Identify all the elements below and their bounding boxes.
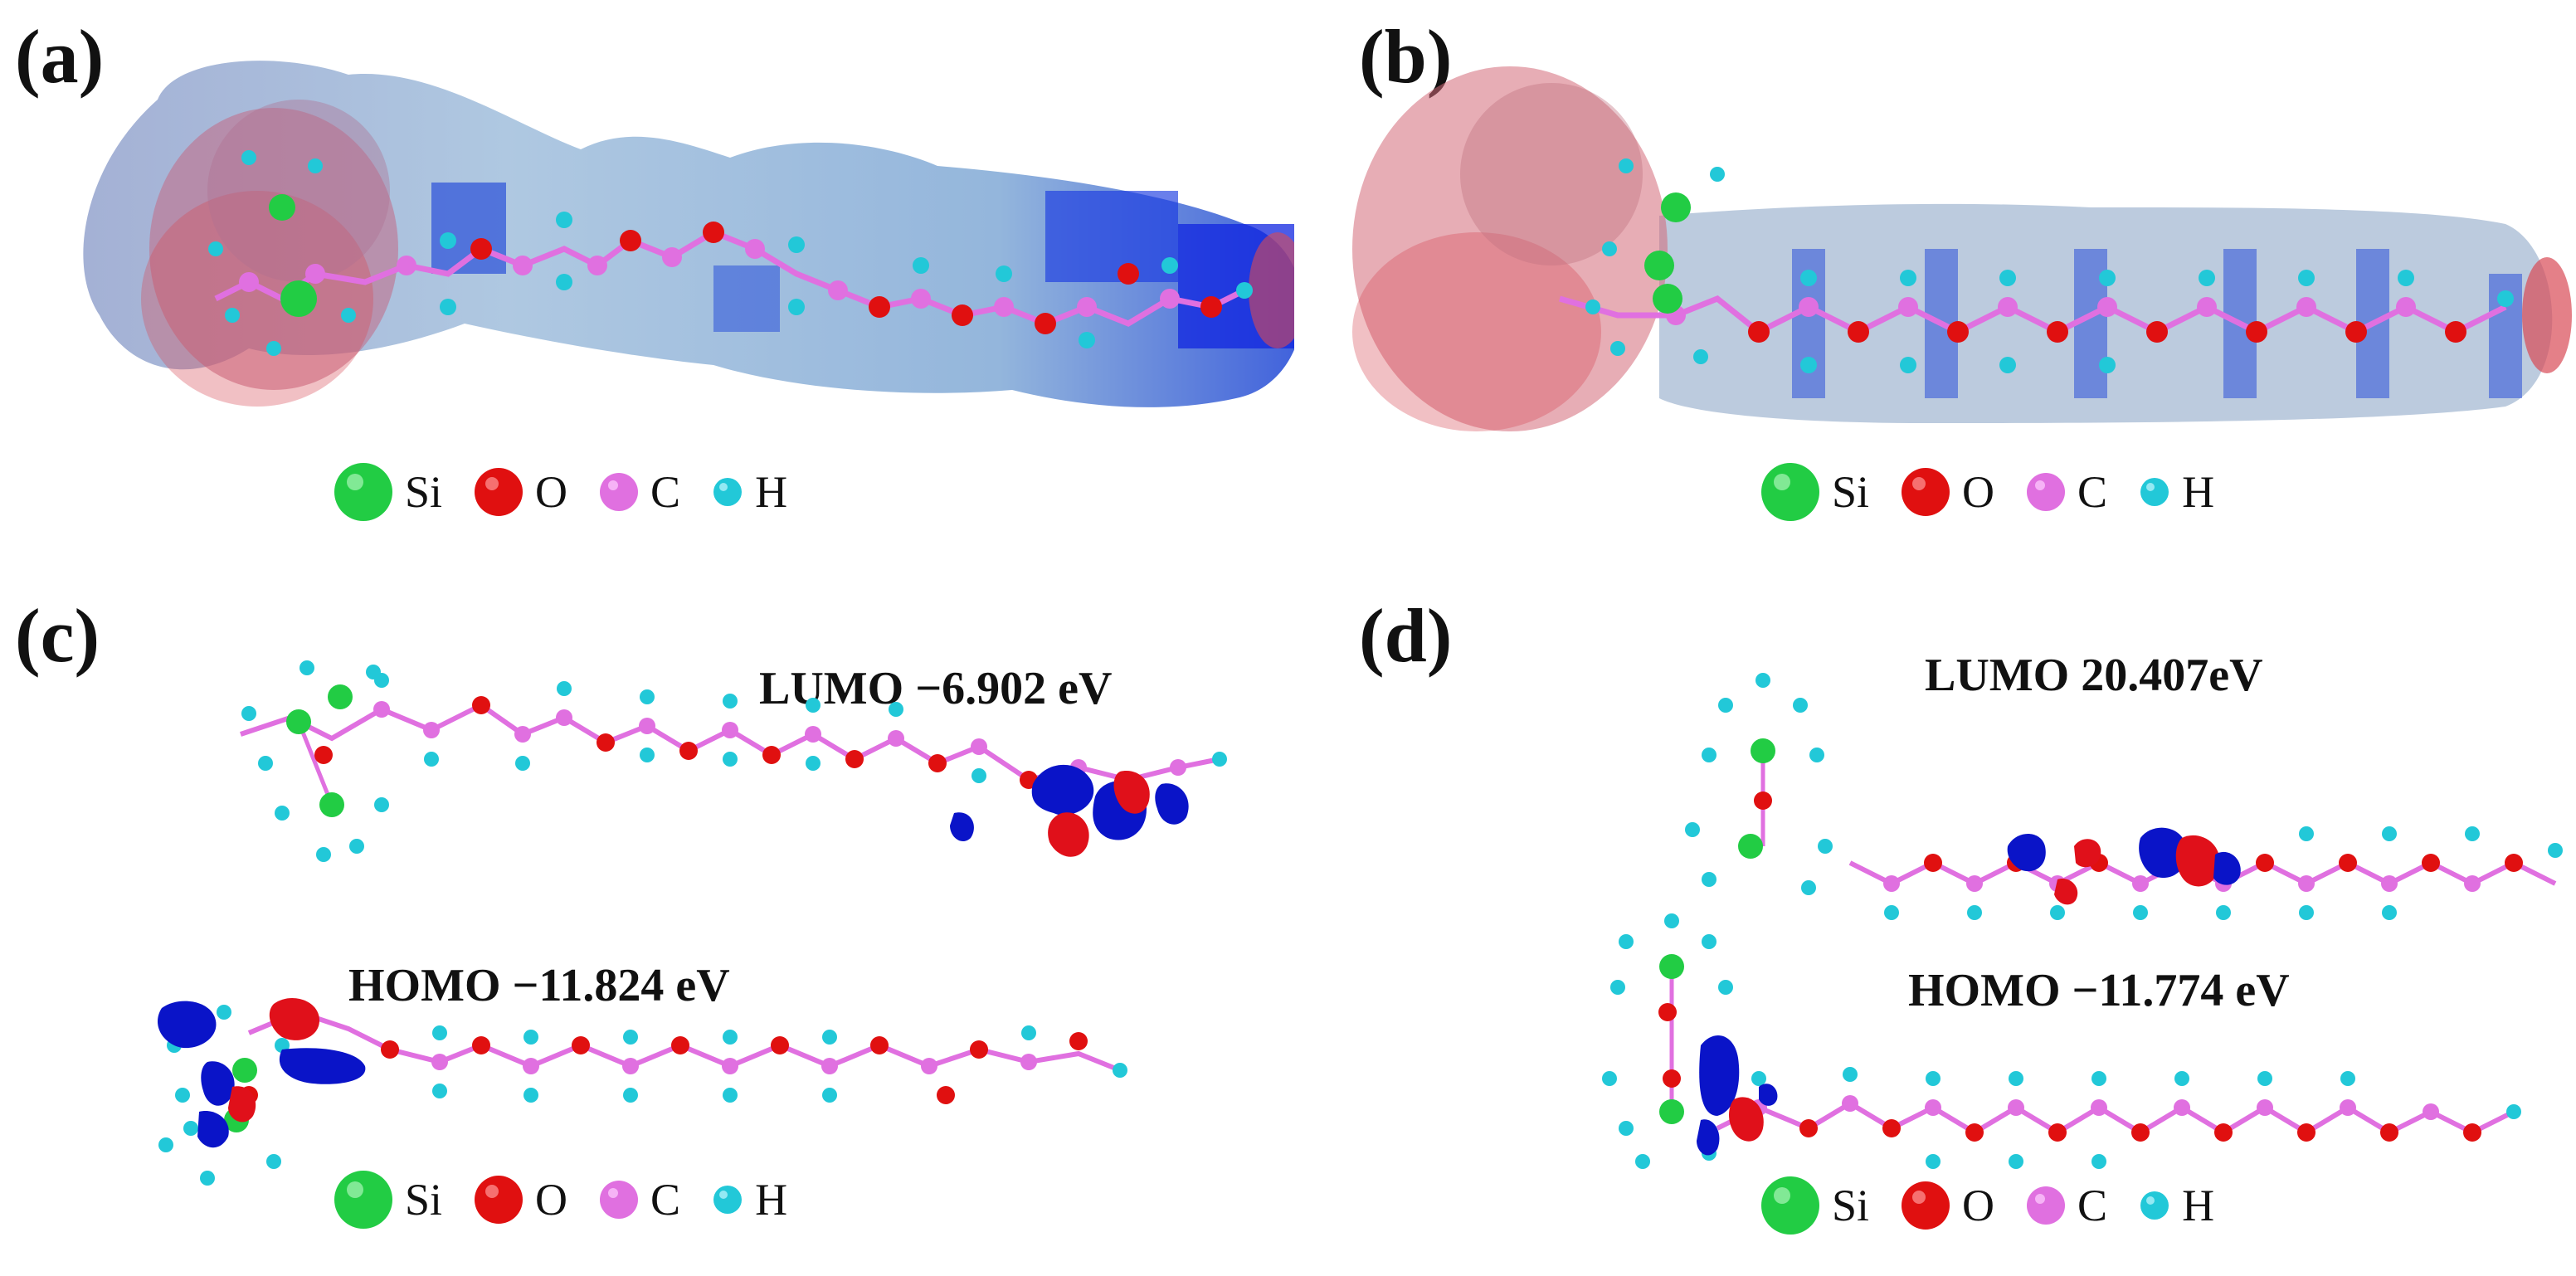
legend-label-c: C: [650, 467, 681, 517]
o-sphere-icon: [1902, 1181, 1950, 1230]
c-sphere-icon: [2027, 473, 2066, 511]
legend-label-c: C: [2077, 467, 2108, 517]
legend-item-si: Si: [332, 460, 442, 524]
panel-label-a: (a): [15, 14, 105, 99]
legend-item-c: C: [2024, 1180, 2107, 1231]
panel-label-d: (d): [1359, 593, 1453, 678]
si-sphere-icon: [334, 1171, 392, 1229]
legend-item-c: C: [597, 1174, 680, 1225]
esp-surface-a: [83, 61, 1294, 407]
esp-surface-b: [1352, 66, 2572, 431]
orbital-structures-d: [1602, 673, 2563, 1169]
si-sphere-icon: [1761, 1176, 1819, 1235]
legend-label-h: H: [2182, 467, 2215, 517]
legend-item-si: Si: [1759, 460, 1869, 524]
legend-label-si: Si: [405, 467, 443, 517]
legend-item-o: O: [1899, 465, 1994, 519]
legend-label-h: H: [755, 467, 788, 517]
h-sphere-icon: [2140, 1191, 2169, 1220]
legend-item-h: H: [710, 1174, 787, 1225]
legend-label-o: O: [535, 467, 568, 517]
legend-label-si: Si: [405, 1175, 443, 1225]
legend-a: Si O C H: [332, 460, 806, 524]
legend-item-c: C: [597, 466, 680, 518]
legend-label-si: Si: [1832, 1181, 1870, 1230]
o-sphere-icon: [1902, 468, 1950, 516]
c-sphere-icon: [600, 473, 639, 511]
panel-c: (c) LUMO −6.902 eV HOMO −11.824 eV: [0, 581, 1294, 1276]
legend-label-o: O: [1962, 1181, 1995, 1230]
c-sphere-icon: [600, 1181, 639, 1219]
legend-label-o: O: [1962, 467, 1995, 517]
panel-d: (d) LUMO 20.407eV HOMO −11.774 eV: [1344, 581, 2576, 1276]
panel-label-c: (c): [15, 593, 100, 678]
si-sphere-icon: [334, 463, 392, 521]
legend-item-o: O: [472, 1173, 567, 1226]
homo-label-d: HOMO −11.774 eV: [1908, 965, 2290, 1016]
legend-b: Si O C H: [1759, 460, 2233, 524]
o-sphere-icon: [475, 468, 523, 516]
legend-d: Si O C H: [1759, 1174, 2233, 1237]
orbital-structures-c: [158, 660, 1227, 1186]
legend-item-h: H: [2137, 1180, 2214, 1231]
legend-label-h: H: [755, 1175, 788, 1225]
legend-item-h: H: [710, 466, 787, 518]
legend-item-c: C: [2024, 466, 2107, 518]
h-sphere-icon: [2140, 478, 2169, 506]
c-sphere-icon: [2027, 1186, 2066, 1225]
legend-item-o: O: [1899, 1179, 1994, 1232]
legend-item-h: H: [2137, 466, 2214, 518]
lumo-label-d: LUMO 20.407eV: [1925, 650, 2263, 701]
panel-label-b: (b): [1359, 14, 1453, 99]
o-sphere-icon: [475, 1176, 523, 1224]
panel-a: (a): [0, 0, 1294, 531]
h-sphere-icon: [713, 1186, 743, 1214]
legend-label-si: Si: [1832, 467, 1870, 517]
legend-c: Si O C H: [332, 1168, 806, 1231]
legend-label-h: H: [2182, 1181, 2215, 1230]
legend-label-c: C: [2077, 1181, 2108, 1230]
legend-label-o: O: [535, 1175, 568, 1225]
legend-item-o: O: [472, 465, 567, 519]
panel-b: (b): [1344, 0, 2576, 531]
si-sphere-icon: [1761, 463, 1819, 521]
legend-item-si: Si: [332, 1168, 442, 1231]
legend-label-c: C: [650, 1175, 681, 1225]
legend-item-si: Si: [1759, 1174, 1869, 1237]
h-sphere-icon: [713, 478, 743, 506]
homo-label-c: HOMO −11.824 eV: [348, 960, 730, 1011]
